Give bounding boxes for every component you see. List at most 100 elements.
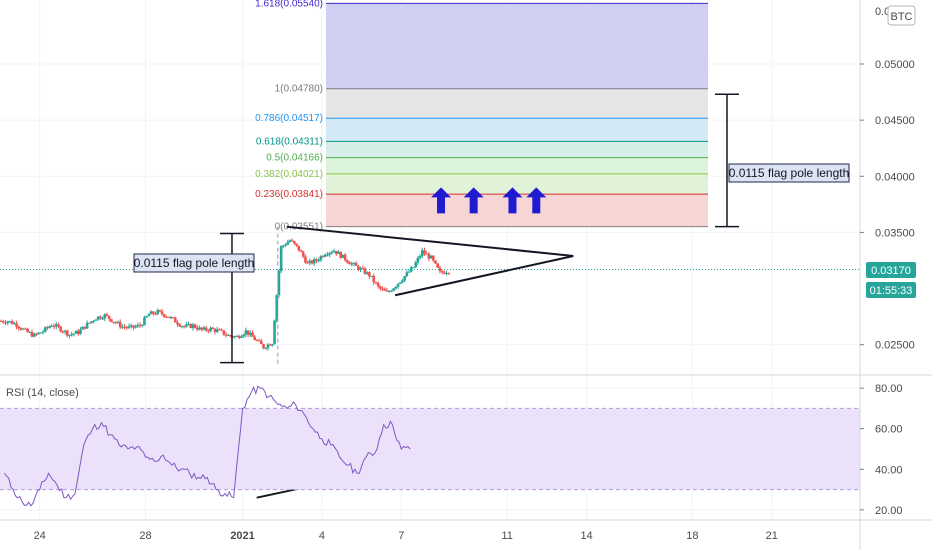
- candle: [162, 314, 166, 317]
- candle: [224, 334, 228, 336]
- currency-badge[interactable]: BTC: [887, 5, 916, 26]
- time-tick-label: 11: [501, 530, 512, 542]
- up-arrow-icon: [463, 187, 484, 214]
- candle: [220, 329, 223, 331]
- candle: [229, 335, 232, 337]
- candle: [240, 336, 243, 338]
- candle: [306, 262, 309, 264]
- candle: [379, 286, 382, 289]
- candle: [293, 241, 296, 244]
- candle: [284, 244, 287, 246]
- candle: [398, 282, 402, 284]
- candle: [165, 316, 168, 318]
- up-arrow-shape: [463, 187, 484, 214]
- right-pole-annotation[interactable]: 0.0115 flag pole length: [728, 163, 850, 183]
- candle: [319, 256, 323, 261]
- candle: [244, 330, 248, 335]
- candle: [13, 323, 16, 325]
- candle: [125, 327, 129, 329]
- candle: [103, 314, 107, 319]
- candle: [8, 321, 12, 323]
- candle: [138, 324, 142, 326]
- rsi-pane: [0, 374, 932, 507]
- candle: [156, 310, 159, 315]
- candle: [110, 319, 113, 322]
- candle: [295, 243, 298, 246]
- candle: [222, 330, 226, 335]
- candle: [317, 260, 320, 262]
- time-tick-label: 7: [398, 530, 404, 542]
- candle: [72, 333, 76, 335]
- candle: [418, 256, 422, 258]
- candle: [68, 334, 71, 336]
- candle: [154, 313, 157, 315]
- candle: [262, 344, 265, 349]
- candle: [101, 318, 104, 320]
- candle: [427, 253, 431, 259]
- candle: [176, 322, 179, 325]
- triangle-lower-line[interactable]: [394, 255, 574, 297]
- left-pole-annotation[interactable]: 0.0115 flag pole length: [133, 253, 255, 273]
- rsi-tick-label: 20.00: [875, 505, 903, 517]
- candle: [21, 328, 25, 330]
- candle: [76, 330, 80, 335]
- triangle-upper-line[interactable]: [286, 225, 574, 257]
- candle: [341, 254, 345, 258]
- candle: [392, 288, 395, 291]
- candle: [339, 251, 342, 258]
- candle: [337, 251, 340, 254]
- candle: [405, 272, 409, 277]
- candle: [15, 323, 18, 327]
- rsi-title: RSI (14, close): [6, 387, 79, 399]
- candle: [99, 316, 102, 319]
- candle: [37, 332, 40, 335]
- fib-zone: [326, 88, 708, 119]
- candle: [96, 316, 100, 320]
- candle: [19, 328, 23, 330]
- candle: [445, 272, 448, 274]
- countdown-label: 01:55:33: [870, 285, 913, 297]
- candle: [196, 327, 199, 330]
- candle: [218, 329, 221, 331]
- candle: [290, 240, 294, 242]
- up-arrow-icon: [502, 187, 523, 214]
- candle: [17, 326, 21, 329]
- candle: [202, 327, 206, 330]
- candle: [189, 323, 193, 328]
- candle: [440, 271, 444, 273]
- candle: [209, 327, 212, 332]
- candle: [94, 319, 98, 321]
- fib-zone: [326, 173, 708, 195]
- price-tick-label: 0.05000: [875, 59, 915, 71]
- candle: [352, 262, 356, 264]
- candle: [376, 283, 380, 287]
- candle: [48, 326, 51, 328]
- candle: [41, 331, 45, 333]
- candle: [328, 252, 331, 255]
- up-arrow-icon: [431, 187, 452, 214]
- candle: [114, 322, 118, 324]
- candle: [185, 324, 188, 327]
- candle: [394, 286, 398, 289]
- candle: [43, 327, 47, 332]
- up-arrow-shape: [502, 187, 523, 214]
- candle: [149, 311, 153, 315]
- candle: [385, 290, 389, 292]
- currency-badge-label: BTC: [891, 11, 913, 23]
- candle: [54, 324, 58, 327]
- candle: [151, 311, 155, 314]
- right-pole-label: 0.0115 flag pole length: [729, 166, 850, 180]
- candle: [4, 322, 7, 324]
- candle: [396, 283, 400, 287]
- rsi-band: [0, 408, 860, 490]
- candle: [323, 254, 327, 257]
- fibonacci-extension[interactable]: 0(0.03551)0.236(0.03841)0.382(0.04021)0.…: [255, 0, 708, 233]
- candle: [143, 317, 146, 326]
- candle: [299, 250, 303, 252]
- candle: [10, 321, 14, 325]
- candle: [127, 326, 131, 328]
- candle: [260, 340, 263, 345]
- candle: [387, 291, 391, 293]
- candle: [438, 267, 442, 272]
